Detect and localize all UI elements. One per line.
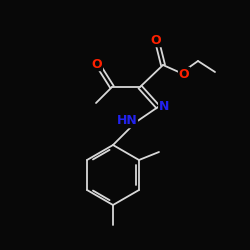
Text: O: O: [92, 58, 102, 70]
Text: N: N: [159, 100, 169, 112]
Text: HN: HN: [116, 114, 138, 128]
Text: O: O: [151, 34, 161, 46]
Text: O: O: [179, 68, 189, 80]
